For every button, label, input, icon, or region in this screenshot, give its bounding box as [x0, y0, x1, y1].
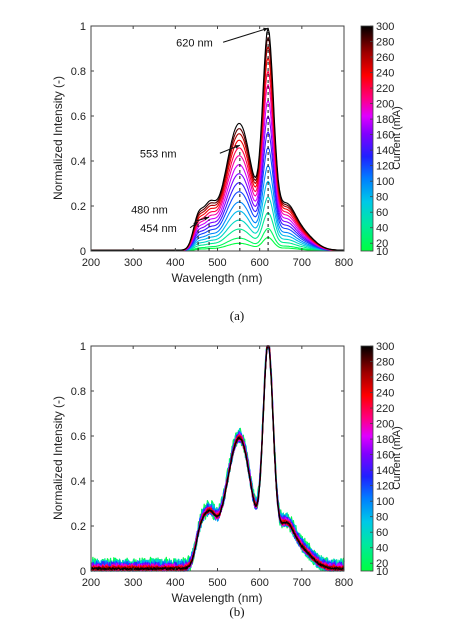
colorbar-tick-label: 300: [376, 21, 394, 33]
y-axis-label: Normalized Intensity (-): [51, 396, 65, 520]
y-tick-label: 0.4: [71, 156, 86, 168]
y-tick-label: 0: [80, 246, 86, 258]
x-tick-label: 700: [293, 577, 311, 589]
colorbar-tick-label: 240: [376, 68, 394, 80]
colorbar-tick-label: 180: [376, 434, 394, 446]
colorbar-tick-label: 40: [376, 543, 388, 555]
colorbar-tick-label: 120: [376, 481, 394, 493]
x-tick-label: 800: [335, 257, 353, 269]
annotation-arrowhead: [193, 221, 199, 227]
x-tick-label: 500: [208, 577, 226, 589]
colorbar-tick-label: 60: [376, 527, 388, 539]
annotation-arrowhead: [204, 216, 210, 221]
colorbar-label: Current (mA): [391, 106, 403, 170]
colorbar-tick-label: 160: [376, 130, 394, 142]
colorbar: [360, 25, 374, 252]
colorbar-tick-label: 180: [376, 114, 394, 126]
x-tick-label: 300: [124, 257, 142, 269]
colorbar: [360, 345, 374, 572]
x-tick-label: 400: [166, 577, 184, 589]
y-axis-label: Normalized Intensity (-): [51, 76, 65, 200]
x-ticks: 200 300 400 500 600 700 800: [82, 346, 353, 589]
x-tick-label: 300: [124, 577, 142, 589]
colorbar-tick-label: 140: [376, 465, 394, 477]
colorbar-tick-label: 160: [376, 450, 394, 462]
y-tick-label: 0.2: [71, 521, 86, 533]
peak-annotations: 620 nm 553 nm 480 nm 454 nm: [131, 27, 269, 235]
colorbar-tick-label: 40: [376, 223, 388, 235]
colorbar-tick-label: 280: [376, 357, 394, 369]
colorbar-tick-label: 300: [376, 341, 394, 353]
y-tick-label: 0.2: [71, 201, 86, 213]
colorbar-tick-label: 80: [376, 192, 388, 204]
colorbar-tick-label: 100: [376, 176, 394, 188]
colorbar-tick-label: 260: [376, 372, 394, 384]
caption-a: (a): [230, 308, 244, 323]
x-tick-label: 600: [250, 257, 268, 269]
colorbar-tick-label: 20: [376, 558, 388, 570]
y-tick-label: 1: [80, 341, 86, 353]
x-tick-label: 800: [335, 577, 353, 589]
colorbar-tick-label: 10: [376, 566, 388, 578]
y-tick-label: 0.8: [71, 386, 86, 398]
colorbar-tick-label: 20: [376, 238, 388, 250]
colorbar-tick-label: 220: [376, 403, 394, 415]
colorbar-tick-label: 60: [376, 207, 388, 219]
x-tick-label: 700: [293, 257, 311, 269]
colorbar-tick-label: 280: [376, 37, 394, 49]
panel-a: 200 300 400 500 600 700 800 0 0.2 0.4 0.6 0.8 1 Wav…: [51, 21, 403, 323]
colorbar-tick-label: 100: [376, 496, 394, 508]
x-tick-label: 200: [82, 257, 100, 269]
y-tick-label: 1: [80, 21, 86, 33]
x-axis-label: Wavelength (nm): [172, 591, 263, 605]
x-tick-label: 500: [208, 257, 226, 269]
plot-area: [91, 346, 344, 571]
y-tick-label: 0.6: [71, 431, 86, 443]
annotation-arrowhead: [234, 145, 240, 149]
x-tick-label: 200: [82, 577, 100, 589]
y-tick-label: 0.8: [71, 66, 86, 78]
x-tick-label: 600: [250, 577, 268, 589]
x-axis-label: Wavelength (nm): [172, 271, 263, 285]
annotation-label: 480 nm: [131, 204, 168, 216]
y-ticks: 0 0.2 0.4 0.6 0.8 1: [71, 341, 344, 578]
y-tick-label: 0.4: [71, 476, 86, 488]
colorbar-tick-label: 80: [376, 512, 388, 524]
colorbar-tick-label: 200: [376, 99, 394, 111]
colorbar-tick-label: 10: [376, 246, 388, 258]
x-tick-label: 400: [166, 257, 184, 269]
panel-b: 200 300 400 500 600 700 800 0 0.2 0.4 0.6 0.8 1 Wav…: [51, 341, 403, 619]
x-ticks: 200 300 400 500 600 700 800: [82, 26, 353, 269]
annotation-arrowhead: [263, 27, 269, 32]
colorbar-tick-label: 120: [376, 161, 394, 173]
colorbar-tick-label: 140: [376, 145, 394, 157]
annotation-label: 454 nm: [140, 223, 177, 235]
y-ticks: 0 0.2 0.4 0.6 0.8 1: [71, 21, 344, 258]
y-tick-label: 0: [80, 566, 86, 578]
annotation-label: 620 nm: [176, 37, 213, 49]
colorbar-tick-label: 260: [376, 52, 394, 64]
caption-b: (b): [229, 604, 244, 619]
colorbar-tick-label: 200: [376, 419, 394, 431]
peak-markers: [197, 28, 269, 251]
annotation-arrow: [222, 27, 269, 43]
y-tick-label: 0.6: [71, 111, 86, 123]
colorbar-tick-label: 240: [376, 388, 394, 400]
colorbar-tick-label: 220: [376, 83, 394, 95]
colorbar-label: Current (mA): [391, 426, 403, 490]
annotation-label: 553 nm: [140, 148, 177, 160]
